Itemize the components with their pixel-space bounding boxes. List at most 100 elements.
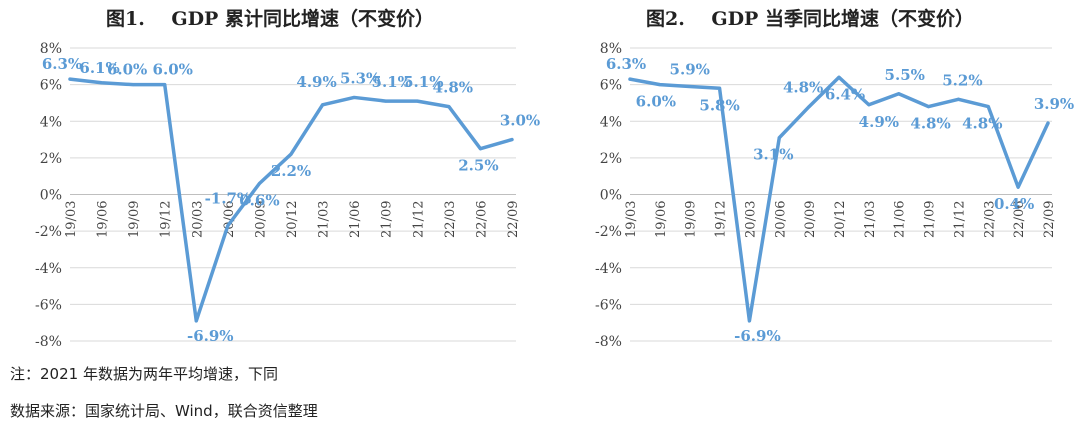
data-label: -6.9% <box>187 327 234 345</box>
data-point <box>837 75 841 79</box>
y-tick-label: 6% <box>40 78 62 94</box>
data-point <box>927 105 931 109</box>
x-tick-label: 21/09 <box>923 201 938 238</box>
x-tick-label: 21/09 <box>380 201 395 238</box>
x-tick-label: 22/09 <box>506 201 521 238</box>
chart-svg: 8% 6% 4% 2% 0% -2% -4% -6% -8% 19/03 19/06 19/09 19/… <box>595 41 1074 350</box>
data-point <box>956 97 960 101</box>
x-tick-label: 20/12 <box>285 201 300 238</box>
data-point <box>415 99 419 103</box>
data-label: 6.4% <box>825 85 865 103</box>
data-point <box>747 319 751 323</box>
x-tick-label: 19/06 <box>96 201 111 238</box>
y-tick-label: -6% <box>35 297 62 313</box>
data-label: 4.8% <box>783 79 823 97</box>
y-tick-label: -2% <box>35 224 62 240</box>
data-point <box>510 138 514 142</box>
data-label: 3.1% <box>753 146 793 164</box>
x-tick-label: 19/12 <box>714 201 729 238</box>
x-tick-label: 22/03 <box>443 201 458 238</box>
data-point <box>447 105 451 109</box>
data-point <box>257 182 261 186</box>
data-label: 4.8% <box>433 79 473 97</box>
y-tick-label: 8% <box>40 41 62 57</box>
y-tick-label: 2% <box>600 151 622 167</box>
data-point <box>688 84 692 88</box>
x-tick-label: 21/03 <box>863 201 878 238</box>
x-tick-label: 22/06 <box>1012 201 1027 238</box>
x-tick-label: 20/09 <box>253 201 268 238</box>
data-point <box>352 95 356 99</box>
data-label: 5.9% <box>670 60 710 78</box>
chart-svg: 8% 6% 4% 2% 0% -2% -4% -6% -8% 19/03 19/06 19/09 19/… <box>35 41 540 350</box>
x-tick-label: 22/09 <box>1042 201 1057 238</box>
x-tick-label: 20/03 <box>743 201 758 238</box>
data-label: 6.3% <box>606 55 646 73</box>
series-line <box>68 77 514 323</box>
chart-title: 图1. GDP 累计同比增速（不变价） <box>106 8 434 30</box>
data-label: 5.1% <box>372 73 412 91</box>
data-point <box>226 224 230 228</box>
data-point <box>100 81 104 85</box>
data-point <box>1016 185 1020 189</box>
data-label: 4.9% <box>859 113 899 131</box>
data-label: 5.1% <box>403 73 443 91</box>
x-tick-label: 21/06 <box>893 201 908 238</box>
x-tick-label: 19/06 <box>654 201 669 238</box>
x-tick-label: 19/03 <box>624 201 639 238</box>
x-tick-label: 20/03 <box>190 201 205 238</box>
data-point <box>867 103 871 107</box>
x-tick-label: 21/06 <box>348 201 363 238</box>
data-point <box>718 86 722 90</box>
x-tick-label: 21/12 <box>952 201 967 238</box>
data-label: 0.6% <box>239 192 279 210</box>
data-label: -1.7% <box>205 190 252 208</box>
x-tick-label: 22/06 <box>474 201 489 238</box>
y-tick-label: 2% <box>40 151 62 167</box>
data-point <box>1046 121 1050 125</box>
data-label: 5.5% <box>885 66 925 84</box>
data-point <box>68 77 72 81</box>
data-point <box>321 103 325 107</box>
data-point <box>289 152 293 156</box>
y-tick-label: -8% <box>595 334 622 350</box>
data-label: 5.8% <box>699 96 739 114</box>
data-label: 5.2% <box>942 71 982 89</box>
y-tick-label: 4% <box>40 114 62 130</box>
x-tick-label: 21/03 <box>317 201 332 238</box>
x-tick-label: 19/12 <box>159 201 174 238</box>
y-tick-label: -4% <box>35 261 62 277</box>
data-point <box>628 77 632 81</box>
y-tick-label: -4% <box>595 261 622 277</box>
data-label: 0.4% <box>994 195 1034 213</box>
data-point <box>131 83 135 87</box>
x-tick-label: 19/09 <box>684 201 699 238</box>
y-tick-label: 0% <box>40 188 62 204</box>
data-label: 6.3% <box>42 55 82 73</box>
x-tick-label: 20/09 <box>803 201 818 238</box>
y-tick-label: -2% <box>595 224 622 240</box>
data-point <box>897 92 901 96</box>
x-tick-label: 19/09 <box>127 201 142 238</box>
x-tick-label: 20/06 <box>773 201 788 238</box>
y-tick-label: 8% <box>600 41 622 57</box>
data-label: 6.0% <box>153 61 193 79</box>
chart-gdp-quarterly: 图2. GDP 当季同比增速（不变价） 8% 6% 4% 2% 0% -2% -4% -6% -… <box>540 0 1080 355</box>
data-point <box>777 136 781 140</box>
y-tick-label: -8% <box>35 334 62 350</box>
y-tick-label: 4% <box>600 114 622 130</box>
data-label: 6.1% <box>79 59 119 77</box>
data-point <box>658 83 662 87</box>
data-point <box>986 105 990 109</box>
footnote: 注：2021 年数据为两年平均增速，下同 <box>10 365 278 383</box>
chart-gdp-cumulative: 图1. GDP 累计同比增速（不变价） 8% 6% 4% 2% 0% -2% -4% -6% -… <box>0 0 540 355</box>
data-label: 2.5% <box>458 157 498 175</box>
data-point <box>384 99 388 103</box>
data-point <box>163 83 167 87</box>
data-source: 数据来源：国家统计局、Wind，联合资信整理 <box>10 402 318 420</box>
data-label: -6.9% <box>734 327 781 345</box>
y-tick-label: 6% <box>600 78 622 94</box>
x-tick-label: 22/03 <box>982 201 997 238</box>
data-label: 6.0% <box>636 93 676 111</box>
chart-title: 图2. GDP 当季同比增速（不变价） <box>646 8 974 30</box>
